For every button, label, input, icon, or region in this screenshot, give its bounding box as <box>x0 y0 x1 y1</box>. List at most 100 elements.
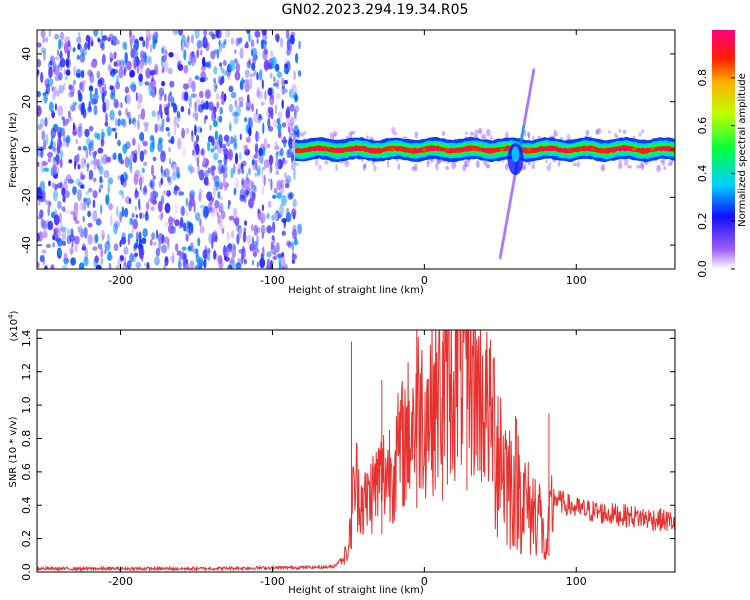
noise-speckle <box>107 251 112 261</box>
noise-speckle <box>124 207 129 218</box>
x-tick-label: 100 <box>566 274 587 287</box>
noise-speckle <box>70 245 74 256</box>
noise-speckle <box>156 229 159 240</box>
noise-speckle <box>116 205 119 218</box>
noise-speckle <box>150 69 157 75</box>
noise-speckle <box>174 184 178 196</box>
noise-speckle <box>183 91 189 102</box>
carrier-halo <box>597 128 602 134</box>
noise-speckle <box>291 208 297 218</box>
noise-speckle <box>180 105 185 113</box>
noise-speckle <box>92 199 96 209</box>
noise-speckle <box>75 154 80 166</box>
noise-speckle <box>129 69 136 78</box>
noise-speckle <box>75 138 78 145</box>
noise-speckle <box>182 146 186 159</box>
noise-speckle <box>237 37 241 46</box>
carrier-core <box>536 147 541 152</box>
noise-speckle <box>238 249 244 254</box>
noise-speckle <box>137 92 143 104</box>
noise-speckle <box>283 67 289 74</box>
noise-speckle <box>49 60 53 66</box>
noise-speckle <box>156 110 161 116</box>
noise-speckle <box>66 58 70 66</box>
noise-speckle <box>57 105 64 117</box>
noise-speckle <box>78 92 83 103</box>
noise-speckle <box>113 68 118 74</box>
noise-speckle <box>100 257 104 265</box>
noise-speckle <box>230 37 235 45</box>
noise-speckle <box>136 65 140 74</box>
carrier-core <box>495 147 500 152</box>
carrier-halo <box>608 129 611 135</box>
noise-speckle <box>268 106 273 116</box>
noise-speckle <box>52 163 57 176</box>
noise-speckle <box>282 159 288 164</box>
noise-speckle <box>110 91 114 100</box>
noise-speckle <box>273 187 278 194</box>
noise-speckle <box>268 177 271 183</box>
snr-y-ticks: 0.0 0.2 0.4 0.6 0.8 1.0 1.2 1.4 <box>20 330 675 581</box>
noise-speckle <box>173 124 177 136</box>
noise-speckle <box>37 261 40 269</box>
noise-speckle <box>160 150 166 163</box>
noise-speckle <box>85 197 92 206</box>
noise-speckle <box>45 264 48 269</box>
noise-speckle <box>152 241 157 246</box>
noise-speckle <box>41 47 47 54</box>
noise-speckle <box>81 183 85 190</box>
noise-speckle <box>236 233 240 245</box>
noise-speckle <box>190 166 195 174</box>
noise-speckle <box>153 31 158 39</box>
noise-speckle <box>56 182 63 189</box>
y-tick-label: 1.4 <box>20 330 33 348</box>
carrier-halo <box>576 160 581 168</box>
noise-speckle <box>234 177 240 189</box>
y-tick-label: 0.2 <box>20 530 33 548</box>
noise-speckle <box>89 70 93 78</box>
carrier-halo <box>523 163 527 170</box>
noise-speckle <box>191 80 196 93</box>
noise-speckle <box>180 205 186 217</box>
noise-speckle <box>218 205 223 213</box>
noise-speckle <box>202 156 206 165</box>
noise-speckle <box>126 260 132 269</box>
noise-speckle <box>77 181 84 188</box>
noise-speckle <box>281 139 288 144</box>
carrier-halo <box>445 166 450 170</box>
noise-speckle <box>261 41 267 49</box>
noise-speckle <box>176 122 180 129</box>
noise-speckle <box>86 162 90 169</box>
noise-speckle <box>254 30 260 38</box>
noise-speckle <box>100 128 105 140</box>
carrier-core <box>591 147 595 152</box>
noise-speckle <box>267 117 271 129</box>
carrier-halo <box>344 159 350 168</box>
noise-speckle <box>228 103 233 113</box>
noise-speckle <box>129 30 132 39</box>
noise-speckle <box>187 98 191 104</box>
noise-speckle <box>250 224 254 232</box>
noise-speckle <box>96 218 100 226</box>
noise-speckle <box>194 124 197 136</box>
carrier-halo <box>618 128 621 133</box>
noise-speckle <box>141 237 147 245</box>
noise-speckle <box>290 36 295 45</box>
noise-speckle <box>157 123 162 132</box>
noise-speckle <box>82 80 87 85</box>
noise-speckle <box>250 181 255 187</box>
noise-speckle <box>204 89 211 99</box>
noise-speckle <box>37 59 42 68</box>
noise-speckle <box>95 218 102 226</box>
noise-speckle <box>272 255 278 261</box>
noise-speckle <box>106 126 112 137</box>
noise-speckle <box>53 61 57 70</box>
noise-speckle <box>256 234 259 246</box>
noise-speckle <box>199 77 206 83</box>
noise-speckle <box>77 189 82 202</box>
noise-speckle <box>293 169 296 181</box>
noise-speckle <box>171 170 177 181</box>
noise-speckle <box>239 188 246 200</box>
noise-speckle <box>151 110 156 118</box>
noise-speckle <box>50 127 56 139</box>
